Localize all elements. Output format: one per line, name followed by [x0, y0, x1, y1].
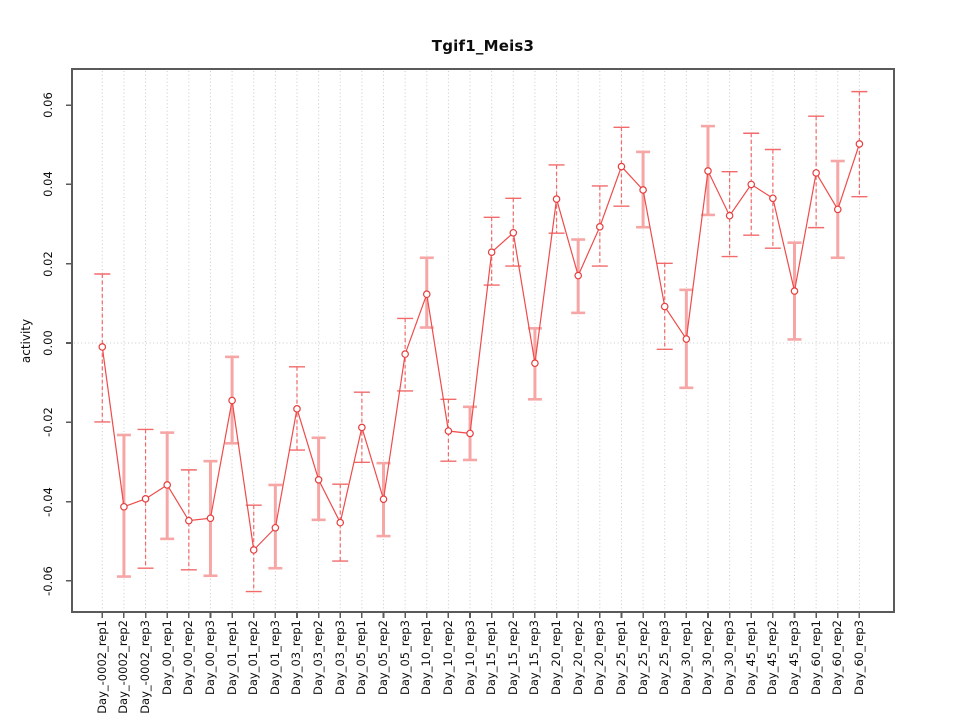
data-point	[617, 162, 626, 171]
x-tick-label: Day_30_rep2	[700, 620, 715, 696]
data-point	[790, 287, 799, 295]
data-point	[466, 429, 474, 438]
data-point	[509, 228, 518, 237]
data-point	[596, 223, 604, 231]
series-line	[101, 143, 860, 552]
data-points	[98, 140, 864, 554]
x-tick-label: Day_30_rep1	[678, 620, 693, 696]
x-tick-label: Day_05_rep2	[376, 620, 390, 696]
data-point	[249, 546, 258, 554]
data-point	[336, 518, 345, 527]
data-point	[487, 248, 496, 257]
x-tick-label: Day_15_rep1	[484, 620, 499, 696]
x-tick-label: Day_15_rep2	[505, 620, 520, 696]
x-tick-label: Day_03_rep1	[289, 620, 304, 696]
data-point	[98, 343, 107, 351]
plot-box	[71, 68, 895, 613]
x-tick-label: Day_00_rep3	[202, 620, 217, 696]
data-point	[444, 427, 453, 435]
data-point	[358, 423, 366, 432]
x-tick-label: Day_10_rep2	[440, 620, 455, 696]
data-point	[682, 335, 691, 343]
x-tick-label: Day_03_rep2	[311, 620, 326, 696]
x-tick-label: Day_00_rep2	[181, 620, 196, 696]
x-tick-label: Day_-0002_rep2	[116, 620, 131, 714]
data-point	[531, 359, 539, 368]
data-point	[379, 495, 388, 504]
y-tick-label: -0.02	[41, 407, 55, 438]
x-tick-label: Day_03_rep3	[332, 620, 347, 696]
y-tick-label: 0.00	[41, 330, 55, 356]
data-point	[704, 167, 712, 175]
x-tick-label: Day_45_rep1	[743, 620, 758, 696]
data-point	[314, 475, 323, 484]
error-bar	[851, 90, 868, 198]
y-tick-label: 0.06	[41, 92, 55, 118]
error-bar	[332, 483, 349, 562]
x-tick-label: Day_60_rep2	[830, 620, 845, 696]
data-point	[206, 514, 215, 523]
x-tick-label: Day_01_rep2	[246, 620, 261, 696]
x-tick-label: Day_45_rep2	[765, 620, 780, 696]
series-polyline	[101, 143, 860, 552]
data-point	[725, 211, 734, 220]
x-tick-label: Day_60_rep1	[808, 620, 823, 696]
data-point	[120, 502, 128, 511]
x-tick-label: Day_25_rep2	[635, 620, 650, 696]
data-point	[401, 350, 409, 358]
chart-title: Tgif1_Meis3	[431, 37, 535, 55]
data-point	[141, 495, 150, 503]
y-tick-label: 0.02	[41, 250, 55, 277]
x-tick-label: Day_01_rep3	[267, 620, 282, 696]
data-point	[812, 169, 820, 177]
x-tick-label: Day_15_rep3	[527, 620, 542, 696]
x-tick-label: Day_10_rep1	[419, 620, 434, 696]
x-tick-label: Day_00_rep1	[159, 620, 174, 696]
data-point	[228, 396, 236, 405]
data-point	[833, 205, 842, 214]
x-tick-label: Day_05_rep1	[354, 620, 369, 696]
error-bar	[613, 126, 630, 207]
data-point	[660, 302, 669, 311]
data-point	[163, 481, 171, 489]
data-point	[747, 180, 756, 189]
error-bar	[743, 132, 760, 236]
x-tick-label: Day_20_rep2	[570, 620, 585, 696]
x-tick-label: Day_-0002_rep3	[138, 620, 153, 714]
data-point	[574, 271, 582, 280]
y-tick-label: 0.04	[41, 171, 55, 198]
x-tick-label: Day_20_rep1	[549, 620, 564, 696]
data-point	[185, 516, 193, 525]
x-tick-label: Day_10_rep3	[462, 620, 477, 696]
data-point	[293, 405, 301, 413]
data-point	[271, 523, 280, 532]
data-point	[422, 290, 431, 299]
x-tick-label: Day_45_rep3	[787, 620, 801, 696]
x-tick-label: Day_25_rep1	[613, 620, 628, 696]
x-tick-label: Day_60_rep3	[851, 620, 866, 696]
x-tick-label: Day_30_rep3	[722, 620, 737, 696]
data-point	[855, 140, 864, 148]
x-tick-label: Day_25_rep3	[657, 620, 672, 696]
x-tick-label: Day_05_rep3	[397, 620, 412, 696]
x-tick-label: Day_20_rep3	[592, 620, 607, 696]
data-point	[552, 195, 561, 203]
y-tick-label: -0.04	[41, 486, 55, 517]
x-tick-label: Day_01_rep1	[224, 620, 239, 696]
x-tick-label: Day_-0002_rep1	[94, 620, 109, 714]
y-tick-label: -0.06	[41, 566, 55, 596]
axis-ticks	[66, 104, 861, 618]
plot-border	[71, 68, 895, 613]
data-point	[769, 194, 777, 203]
data-point	[639, 186, 647, 194]
